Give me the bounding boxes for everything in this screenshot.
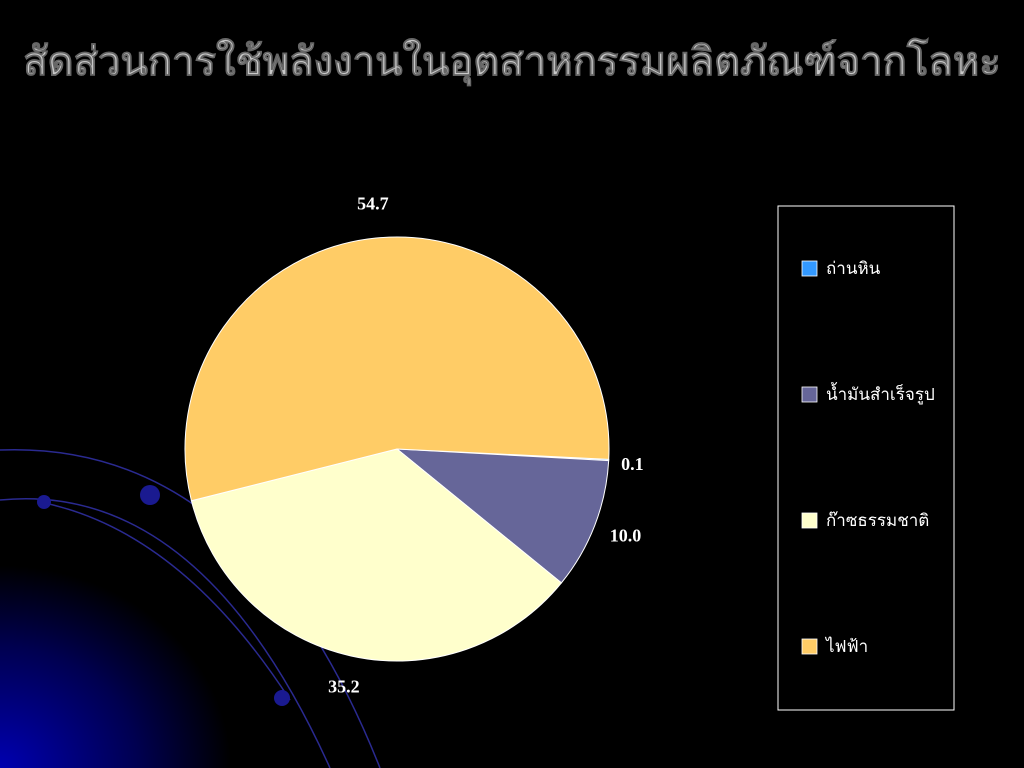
legend-label: ก๊าซธรรมชาติ [826, 511, 929, 530]
value-label: 10.0 [610, 526, 642, 546]
pie-slice [184, 236, 610, 502]
legend-swatch [801, 386, 818, 403]
decoration [140, 485, 160, 505]
pie-slice [395, 448, 610, 584]
value-label: 54.7 [357, 193, 389, 213]
chart-title: สัดส่วนการใช้พลังงานในอุตสาหกรรมผลิตภัณฑ… [23, 38, 1000, 87]
legend-swatch [801, 638, 818, 655]
pie-slice [190, 448, 563, 662]
legend-box [777, 205, 955, 711]
legend-label: ถ่านหิน [826, 259, 881, 278]
value-label: 0.1 [621, 454, 644, 474]
legend-label: ไฟฟ้า [824, 636, 868, 656]
legend-swatch [801, 512, 818, 529]
decoration [274, 690, 290, 706]
value-label: 35.2 [328, 676, 360, 696]
decoration [37, 495, 51, 509]
legend-label: น้ำมันสำเร็จรูป [826, 382, 935, 405]
legend-swatch [801, 260, 818, 277]
